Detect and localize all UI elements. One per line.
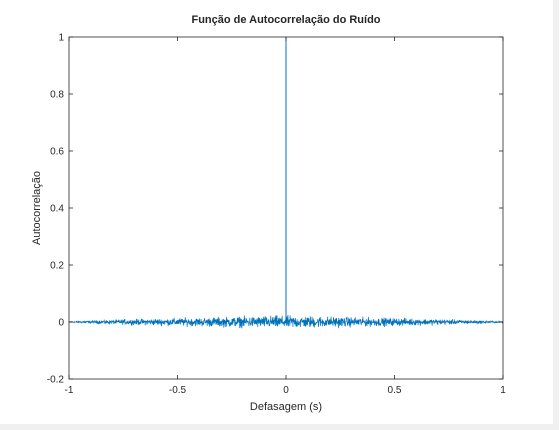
y-tick-label: 0.6 (50, 147, 64, 158)
x-tick-label: 0.5 (388, 385, 402, 396)
x-axis-label: Defasagem (s) (250, 401, 322, 413)
y-tick-label: 0.4 (50, 204, 64, 215)
x-tick-label: -0.5 (169, 385, 187, 396)
series-layer (68, 37, 504, 329)
axes-layer: -1 -0.5 0 0.5 1 -0.2 0 0.2 0.4 0.6 0.8 1 (47, 33, 506, 397)
y-tick-label: 0.2 (50, 261, 64, 272)
y-tick-label: 0 (58, 318, 64, 329)
y-tick-label: 0.8 (50, 90, 64, 101)
y-tick-label: 1 (58, 33, 64, 44)
x-tick-label: 0 (283, 385, 289, 396)
chart-title: Função de Autocorrelação do Ruído (191, 14, 380, 26)
x-tick-label: -1 (65, 385, 74, 396)
y-axis-label: Autocorrelação (31, 171, 43, 245)
figure-canvas: -1 -0.5 0 0.5 1 -0.2 0 0.2 0.4 0.6 0.8 1 Função de … (0, 0, 553, 424)
y-tick-label: -0.2 (47, 375, 65, 386)
autocorrelation-chart: -1 -0.5 0 0.5 1 -0.2 0 0.2 0.4 0.6 0.8 1 Função de … (31, 14, 506, 413)
x-tick-label: 1 (500, 385, 506, 396)
